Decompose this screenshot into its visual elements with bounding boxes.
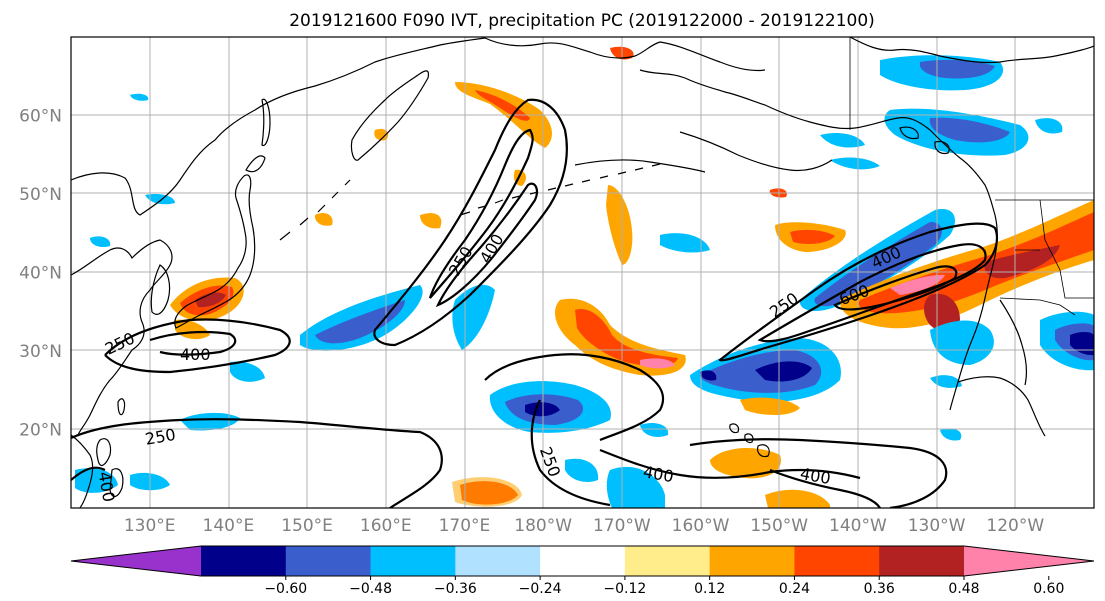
ivt-contours bbox=[71, 98, 999, 508]
map-area: 250 400 250 400 250 400 250 400 600 250 … bbox=[71, 37, 1094, 508]
longitude-tick-label: 160°E bbox=[360, 516, 412, 536]
colorbar-tick-label: 0.12 bbox=[694, 581, 725, 597]
longitude-tick-label: 150°E bbox=[281, 516, 333, 536]
colorbar-tick-label: −0.12 bbox=[603, 581, 646, 597]
colorbar-outline bbox=[70, 545, 1095, 577]
colorbar-swatch bbox=[201, 546, 287, 576]
longitude-tick-label: 140°E bbox=[203, 516, 255, 536]
colorbar-swatch bbox=[709, 546, 795, 576]
coastlines bbox=[71, 37, 1094, 508]
longitude-tick-label: 160°W bbox=[672, 516, 730, 536]
colorbar-tick-label: 0.24 bbox=[779, 581, 810, 597]
colorbar-extension-high bbox=[964, 546, 1094, 576]
longitude-tick-label: 130°E bbox=[124, 516, 176, 536]
colorbar-extension-low bbox=[71, 546, 201, 576]
latitude-labels: 60°N 50°N 40°N 30°N 20°N bbox=[19, 107, 62, 441]
colorbar-swatch bbox=[794, 546, 880, 576]
colorbar-swatch bbox=[370, 546, 456, 576]
colorbar-tick-label: 0.36 bbox=[864, 581, 895, 597]
longitude-tick-label: 170°W bbox=[593, 516, 651, 536]
colorbar: −0.60 −0.48 −0.36 −0.24 −0.12 0.12 0.24 0.36 0.4… bbox=[70, 545, 1095, 597]
longitude-labels: 130°E 140°E 150°E 160°E 170°E 180°W 170°W 160°W… bbox=[124, 516, 1045, 536]
colorbar-tick-label: −0.60 bbox=[264, 581, 307, 597]
political-borders bbox=[849, 37, 1094, 316]
longitude-tick-label: 170°E bbox=[439, 516, 491, 536]
longitude-tick-label: 150°W bbox=[750, 516, 808, 536]
figure-title: 2019121600 F090 IVT, precipitation PC (2… bbox=[289, 11, 875, 31]
latitude-tick-label: 20°N bbox=[19, 421, 62, 441]
colorbar-tick-label: −0.24 bbox=[519, 581, 562, 597]
colorbar-swatch bbox=[879, 546, 965, 576]
longitude-tick-label: 130°W bbox=[908, 516, 966, 536]
colorbar-swatch bbox=[540, 546, 626, 576]
graticule bbox=[71, 37, 1094, 508]
colorbar-tick-label: −0.48 bbox=[349, 581, 392, 597]
colorbar-swatch bbox=[455, 546, 541, 576]
colorbar-tick-label: −0.36 bbox=[434, 581, 477, 597]
contour-label: 400 bbox=[180, 345, 211, 364]
colorbar-swatch bbox=[285, 546, 372, 576]
colorbar-tick-label: 0.48 bbox=[948, 581, 979, 597]
map-frame bbox=[70, 36, 1095, 509]
latitude-tick-label: 50°N bbox=[19, 185, 62, 205]
longitude-tick-label: 140°W bbox=[829, 516, 887, 536]
latitude-tick-label: 60°N bbox=[19, 107, 62, 127]
longitude-tick-label: 120°W bbox=[986, 516, 1044, 536]
longitude-tick-label: 180°W bbox=[514, 516, 572, 536]
latitude-tick-label: 30°N bbox=[19, 342, 62, 362]
latitude-tick-label: 40°N bbox=[19, 264, 62, 284]
colorbar-swatch bbox=[624, 546, 711, 576]
colorbar-tick-label: 0.60 bbox=[1033, 581, 1064, 597]
